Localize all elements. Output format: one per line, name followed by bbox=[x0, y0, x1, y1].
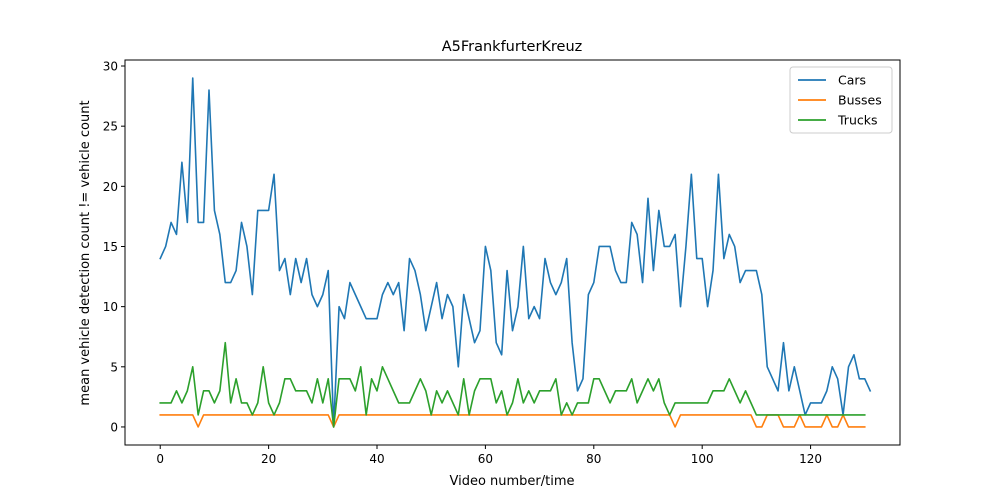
x-tick-label: 40 bbox=[369, 452, 384, 466]
x-tick-label: 60 bbox=[478, 452, 493, 466]
series-line-trucks bbox=[159, 341, 866, 428]
y-tick-label: 15 bbox=[103, 240, 118, 254]
series-layer bbox=[159, 77, 872, 428]
y-tick-label: 0 bbox=[110, 420, 118, 434]
x-axis-label: Video number/time bbox=[449, 474, 574, 489]
legend-label-cars: Cars bbox=[838, 73, 866, 88]
series-line-busses bbox=[159, 414, 866, 428]
x-tick-label: 0 bbox=[156, 452, 164, 466]
legend-label-trucks: Trucks bbox=[837, 113, 877, 128]
y-tick-label: 25 bbox=[103, 120, 118, 134]
y-tick-label: 30 bbox=[103, 60, 118, 74]
plot-area-frame bbox=[124, 59, 901, 446]
chart-title: A5FrankfurterKreuz bbox=[442, 39, 583, 55]
y-tick-label: 10 bbox=[103, 300, 118, 314]
x-tick-label: 120 bbox=[799, 452, 822, 466]
y-axis-label: mean vehicle detection count != vehicle … bbox=[78, 100, 93, 405]
y-axis: 0 5 10 15 20 25 30 bbox=[103, 60, 125, 434]
x-tick-label: 100 bbox=[691, 452, 714, 466]
x-axis: 0 20 40 60 80 100 120 bbox=[156, 445, 822, 466]
y-tick-label: 5 bbox=[110, 360, 118, 374]
series-line-cars bbox=[159, 77, 872, 428]
x-tick-label: 20 bbox=[261, 452, 276, 466]
legend: Cars Busses Trucks bbox=[789, 66, 893, 134]
legend-frame bbox=[789, 66, 893, 134]
x-tick-label: 80 bbox=[586, 452, 601, 466]
y-tick-label: 20 bbox=[103, 180, 118, 194]
legend-label-busses: Busses bbox=[838, 93, 882, 108]
